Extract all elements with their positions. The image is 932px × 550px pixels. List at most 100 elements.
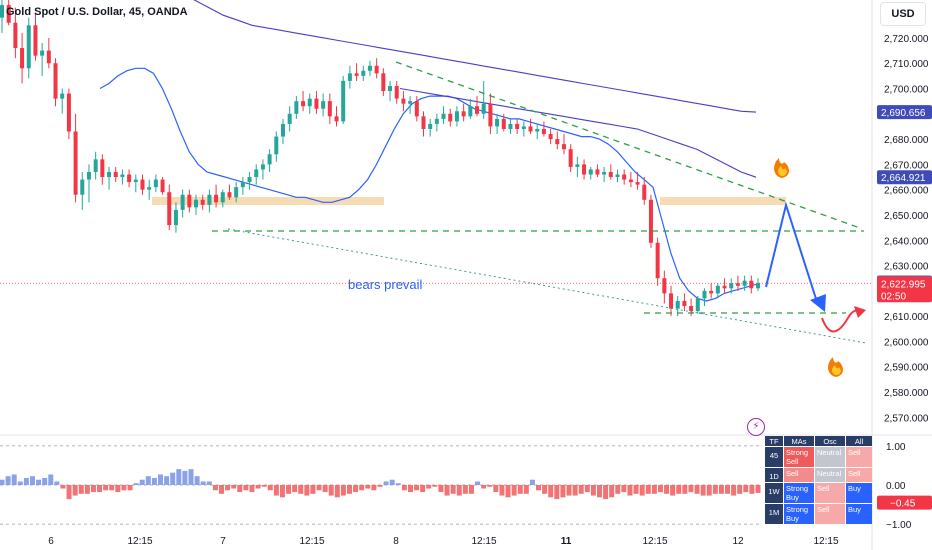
osc-bar <box>578 485 584 494</box>
y-tick-label: 2,720.000 <box>884 34 929 45</box>
table-mas-cell: Strong Sell <box>784 447 814 467</box>
candle-body <box>247 177 252 183</box>
candle-body <box>80 179 85 195</box>
osc-bar <box>694 485 700 494</box>
candle-body <box>515 123 520 129</box>
candle-body <box>301 101 306 107</box>
osc-bar <box>127 485 133 491</box>
candle-body <box>254 169 259 178</box>
candle-body <box>173 209 178 226</box>
candle-body <box>93 159 98 172</box>
candle-body <box>133 179 138 183</box>
osc-bar <box>554 485 560 500</box>
osc-bar <box>627 485 633 496</box>
osc-bar <box>462 485 468 494</box>
x-tick-label: 7 <box>220 536 226 547</box>
candle-body <box>327 101 332 117</box>
price-label-text: 2,690.656 <box>881 108 926 119</box>
osc-bar <box>731 485 737 496</box>
osc-bar <box>395 483 401 485</box>
candle-body <box>408 101 413 104</box>
osc-bar <box>218 485 224 494</box>
y-tick-label: 2,700.000 <box>884 85 929 96</box>
candle-body <box>588 169 593 175</box>
osc-bar <box>145 476 151 485</box>
candle-body <box>167 192 172 226</box>
annotation-text: bears prevail <box>348 277 423 292</box>
osc-bar <box>481 485 487 489</box>
osc-bar <box>78 485 84 494</box>
candle-body <box>86 171 91 180</box>
candle-body <box>495 118 500 127</box>
candle-body <box>575 164 580 167</box>
currency-button[interactable]: USD <box>880 2 926 26</box>
candle-body <box>374 65 379 74</box>
osc-bar <box>389 479 395 485</box>
osc-bar <box>316 485 322 491</box>
lightning-icon[interactable]: ⚡ <box>747 418 765 436</box>
candle-body <box>735 283 740 286</box>
osc-bar <box>310 485 316 494</box>
osc-bar <box>657 485 663 493</box>
osc-bar <box>188 469 194 485</box>
candle-body <box>354 73 359 76</box>
osc-bar <box>755 485 761 493</box>
osc-bar <box>426 485 432 489</box>
candle-body <box>628 179 633 183</box>
table-timeframe-cell: 1D <box>765 468 783 482</box>
candle-body <box>689 306 694 312</box>
table-osc-cell: Neutral <box>815 468 845 482</box>
osc-bar <box>596 485 602 498</box>
osc-bar <box>243 485 249 491</box>
candle-body <box>180 194 185 210</box>
candle-body <box>334 116 339 122</box>
candle-body <box>635 182 640 185</box>
osc-bar <box>261 485 267 487</box>
osc-bar <box>5 476 11 485</box>
candle-body <box>756 283 760 289</box>
candle-body <box>454 111 459 122</box>
candle-body <box>280 123 285 137</box>
candle-body <box>200 199 205 205</box>
osc-bar <box>322 485 328 493</box>
candle-body <box>541 128 546 135</box>
candle-body <box>267 154 272 165</box>
osc-bar <box>42 477 48 485</box>
osc-tick-label: −1.00 <box>886 520 912 531</box>
table-timeframe-cell: 1M <box>765 504 783 524</box>
osc-bar <box>743 485 749 493</box>
osc-bar <box>353 485 359 493</box>
osc-bar <box>249 485 255 493</box>
osc-bar <box>536 485 542 491</box>
y-tick-label: 2,670.000 <box>884 160 929 171</box>
candle-body <box>314 98 319 109</box>
osc-bar <box>584 485 590 493</box>
candle-body <box>488 103 493 127</box>
candle-body <box>715 285 720 294</box>
candle-body <box>461 111 466 117</box>
osc-bar <box>505 485 511 498</box>
osc-bar <box>11 474 17 485</box>
osc-bar <box>36 479 42 485</box>
osc-bar <box>371 485 377 491</box>
candle-body <box>234 187 239 198</box>
osc-bar <box>456 485 462 496</box>
candle-body <box>655 242 660 279</box>
osc-bar <box>603 485 609 500</box>
candle-body <box>140 179 145 190</box>
candle-body <box>60 93 65 99</box>
candle-body <box>361 70 366 76</box>
table-all-cell: Sell <box>846 468 872 482</box>
osc-bar <box>206 481 212 485</box>
osc-bar <box>615 485 621 494</box>
candle-body <box>642 184 647 200</box>
candle-body <box>414 101 419 117</box>
candle-body <box>582 164 587 175</box>
osc-bar <box>255 485 261 489</box>
candle-body <box>127 174 132 183</box>
y-tick-label: 2,660.000 <box>884 186 929 197</box>
table-mas-cell: Strong Buy <box>784 504 814 524</box>
candle-body <box>153 179 158 188</box>
osc-bar <box>377 485 383 487</box>
osc-bar <box>72 485 78 496</box>
